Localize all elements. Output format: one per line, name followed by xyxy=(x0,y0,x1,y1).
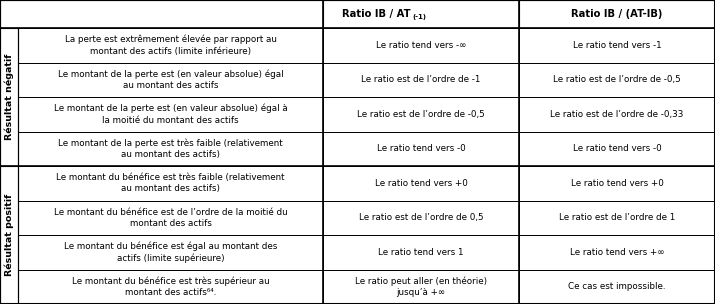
Text: Le ratio tend vers -0: Le ratio tend vers -0 xyxy=(573,144,661,153)
Text: Le montant de la perte est très faible (relativement
au montant des actifs): Le montant de la perte est très faible (… xyxy=(58,138,283,159)
Text: Résultat négatif: Résultat négatif xyxy=(4,54,14,140)
Bar xyxy=(323,201,519,235)
Text: Résultat positif: Résultat positif xyxy=(4,194,14,276)
Bar xyxy=(519,63,715,97)
Text: Le ratio est de l’ordre de 1: Le ratio est de l’ordre de 1 xyxy=(559,213,675,222)
Bar xyxy=(18,201,323,235)
Text: Le montant du bénéfice est égal au montant des
actifs (limite supérieure): Le montant du bénéfice est égal au monta… xyxy=(64,242,277,263)
Bar xyxy=(0,28,18,166)
Bar xyxy=(323,132,519,166)
Text: Le ratio tend vers +0: Le ratio tend vers +0 xyxy=(375,179,468,188)
Text: Ratio IB / AT: Ratio IB / AT xyxy=(342,9,411,19)
Bar xyxy=(18,235,323,270)
Text: Le ratio tend vers +0: Le ratio tend vers +0 xyxy=(571,179,664,188)
Text: Ratio IB / (AT-IB): Ratio IB / (AT-IB) xyxy=(571,9,663,19)
Bar xyxy=(519,201,715,235)
Bar xyxy=(18,97,323,132)
Bar xyxy=(18,28,323,63)
Text: Le ratio tend vers -∞: Le ratio tend vers -∞ xyxy=(376,41,466,50)
Text: Le montant du bénéfice est très faible (relativement
au montant des actifs): Le montant du bénéfice est très faible (… xyxy=(56,173,285,193)
Text: Le montant de la perte est (en valeur absolue) égal
au montant des actifs: Le montant de la perte est (en valeur ab… xyxy=(58,69,283,90)
Text: Le ratio tend vers +∞: Le ratio tend vers +∞ xyxy=(570,248,664,257)
Text: Le ratio est de l’ordre de -0,5: Le ratio est de l’ordre de -0,5 xyxy=(553,75,681,84)
Text: Le ratio est de l’ordre de -1: Le ratio est de l’ordre de -1 xyxy=(361,75,480,84)
Bar xyxy=(323,28,519,63)
Text: Le ratio tend vers -0: Le ratio tend vers -0 xyxy=(377,144,465,153)
Bar xyxy=(519,97,715,132)
Bar xyxy=(323,235,519,270)
Bar xyxy=(519,132,715,166)
Bar xyxy=(18,132,323,166)
Text: Le ratio est de l’ordre de -0,33: Le ratio est de l’ordre de -0,33 xyxy=(551,110,684,119)
Bar xyxy=(519,0,715,28)
Text: Le montant du bénéfice est très supérieur au
montant des actifs⁶⁴.: Le montant du bénéfice est très supérieu… xyxy=(72,276,270,297)
Text: Le ratio tend vers -1: Le ratio tend vers -1 xyxy=(573,41,661,50)
Text: Le ratio est de l’ordre de -0,5: Le ratio est de l’ordre de -0,5 xyxy=(357,110,485,119)
Text: Ce cas est impossible.: Ce cas est impossible. xyxy=(568,282,666,291)
Bar xyxy=(0,166,18,304)
Bar xyxy=(323,270,519,304)
Text: La perte est extrêmement élevée par rapport au
montant des actifs (limite inféri: La perte est extrêmement élevée par rapp… xyxy=(64,35,277,56)
Bar xyxy=(519,270,715,304)
Bar xyxy=(323,0,519,28)
Bar xyxy=(18,63,323,97)
Text: Le montant du bénéfice est de l’ordre de la moitié du
montant des actifs: Le montant du bénéfice est de l’ordre de… xyxy=(54,208,287,228)
Bar xyxy=(323,97,519,132)
Bar xyxy=(519,166,715,201)
Text: (-1): (-1) xyxy=(412,13,426,19)
Text: Le montant de la perte est (en valeur absolue) égal à
la moitié du montant des a: Le montant de la perte est (en valeur ab… xyxy=(54,104,287,125)
Text: Le ratio tend vers 1: Le ratio tend vers 1 xyxy=(378,248,464,257)
Bar xyxy=(323,166,519,201)
Text: Le ratio peut aller (en théorie)
jusqu’à +∞: Le ratio peut aller (en théorie) jusqu’à… xyxy=(355,276,487,297)
Bar xyxy=(0,0,323,28)
Bar xyxy=(323,63,519,97)
Bar xyxy=(18,166,323,201)
Text: Le ratio est de l’ordre de 0,5: Le ratio est de l’ordre de 0,5 xyxy=(359,213,483,222)
Bar xyxy=(519,28,715,63)
Bar xyxy=(18,270,323,304)
Bar xyxy=(519,235,715,270)
